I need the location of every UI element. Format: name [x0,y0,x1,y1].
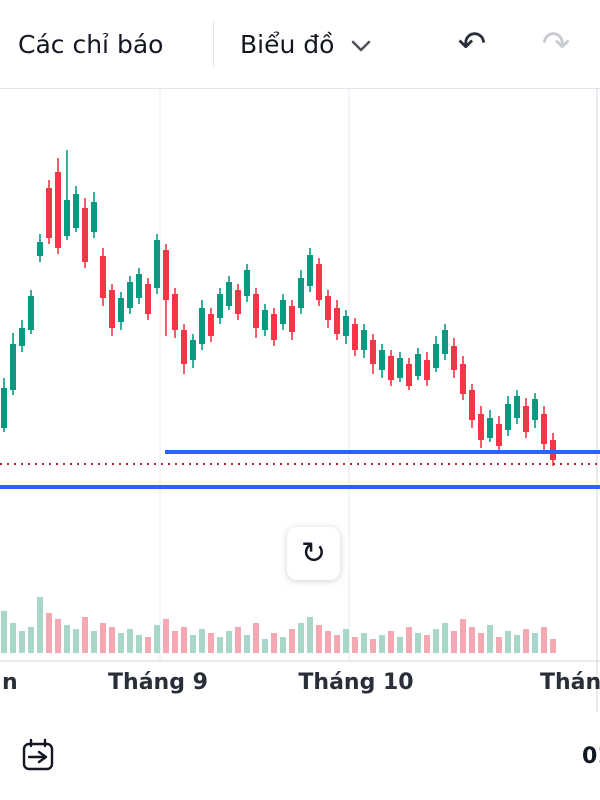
time-axis-label: n [2,670,18,695]
bottom-time-text: 01 [582,744,600,769]
chevron-down-icon [350,30,372,59]
toolbar-divider [213,22,214,66]
gridlines [0,89,600,712]
reload-button[interactable]: ↻ [287,527,340,580]
volume-series [1,597,556,653]
bottom-bar: 01 [0,716,600,800]
top-toolbar: Các chỉ báo Biểu đồ ↶ ↷ [0,0,600,89]
time-axis-label: Tháng 9 [108,670,208,695]
candlestick-series [1,150,556,466]
time-axis-label: Tháng [540,670,600,695]
redo-icon: ↷ [541,24,571,64]
chart-type-label: Biểu đồ [240,29,335,59]
undo-button[interactable]: ↶ [444,16,500,72]
indicators-button[interactable]: Các chỉ báo [18,0,163,88]
time-axis[interactable]: n Tháng 9 Tháng 10 Tháng [0,662,600,704]
chart-type-button[interactable]: Biểu đồ [240,0,372,88]
reload-icon: ↻ [300,536,327,571]
drawing-lines [0,450,600,489]
time-axis-label: Tháng 10 [298,670,414,695]
redo-button[interactable]: ↷ [528,16,584,72]
goto-date-button[interactable] [12,730,64,782]
undo-icon: ↶ [457,24,487,64]
indicators-label: Các chỉ báo [18,29,164,59]
calendar-arrow-icon [17,734,59,779]
